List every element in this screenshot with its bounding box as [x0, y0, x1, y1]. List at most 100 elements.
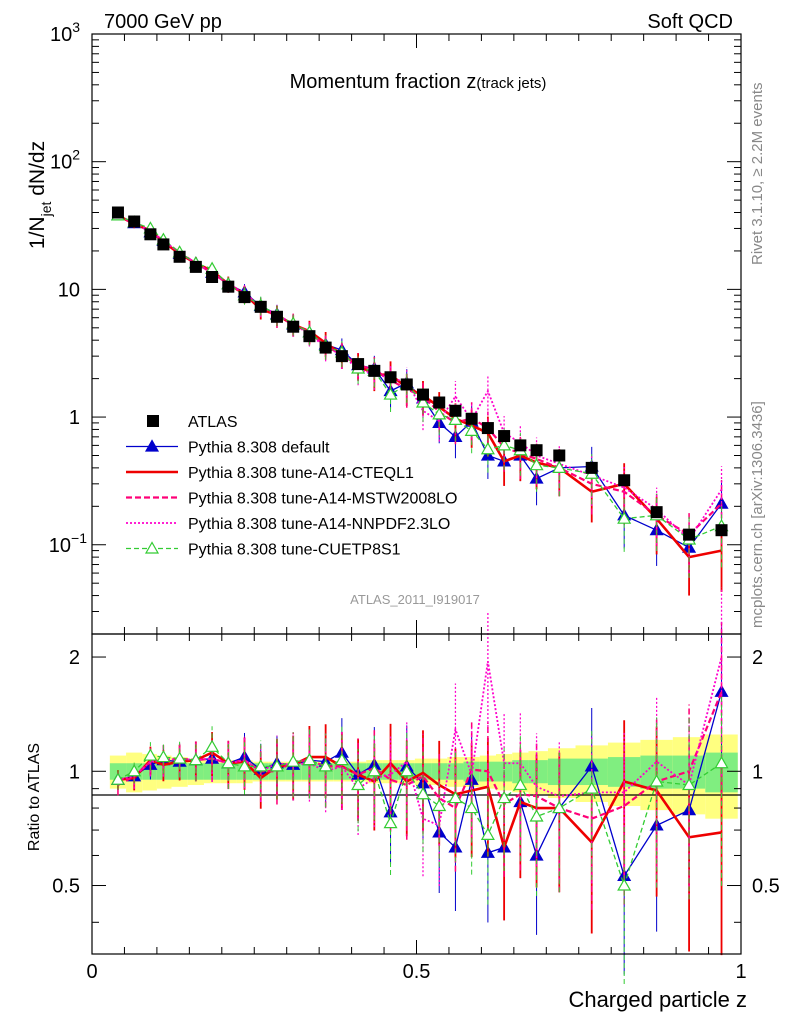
- legend-label: Pythia 8.308 tune-A14-CTEQL1: [188, 465, 414, 482]
- x-axis-label: Charged particle z: [568, 987, 747, 1012]
- legend-label: Pythia 8.308 tune-CUETP8S1: [188, 542, 401, 559]
- point-green-dash: [497, 790, 512, 804]
- point-atlas: [465, 412, 478, 425]
- point-green-dash: [714, 756, 729, 769]
- point-green-dash: [172, 751, 187, 764]
- point-green-dash: [415, 395, 431, 408]
- point-atlas: [416, 388, 429, 401]
- ratio-y-tick-label-right: 2: [752, 647, 763, 669]
- point-atlas: [514, 439, 527, 452]
- point-green-dash: [253, 759, 268, 772]
- ratio-ylabel: Ratio to ATLAS: [26, 743, 43, 851]
- point-atlas: [303, 330, 316, 343]
- point-green-dash: [649, 774, 664, 787]
- ratio-y-tick-label-left: 1: [69, 761, 80, 783]
- point-atlas: [384, 371, 397, 384]
- main-panel: Momentum fraction z(track jets) ATLAS Pyt…: [26, 19, 742, 635]
- point-green-dash: [448, 790, 463, 804]
- mcplots-label: mcplots.cern.ch [arXiv:1306.3436]: [749, 401, 766, 628]
- point-atlas: [715, 524, 728, 537]
- point-atlas: [368, 364, 381, 377]
- x-tick-label: 0: [86, 961, 97, 983]
- legend-label: Pythia 8.308 default: [188, 440, 330, 457]
- header-right: Soft QCD: [647, 11, 733, 33]
- ratio-y-tick-label-right: 0.5: [752, 876, 780, 898]
- point-green-dash: [529, 457, 544, 471]
- point-atlas: [433, 396, 446, 409]
- point-green-dash: [682, 777, 697, 791]
- point-atlas: [173, 250, 186, 263]
- point-green-dash: [302, 752, 317, 766]
- legend-marker-atlas: [147, 415, 159, 427]
- main-title-var: z: [466, 71, 476, 93]
- main-marks: [110, 206, 729, 596]
- point-green-dash: [464, 800, 479, 814]
- point-atlas: [449, 404, 462, 417]
- legend-marker-blue: [144, 439, 160, 452]
- legend-label: ATLAS: [188, 414, 238, 431]
- point-green-dash: [143, 748, 158, 761]
- series-line-magenta-dot: [117, 656, 723, 827]
- main-title-sub: (track jets): [476, 75, 546, 92]
- y-tick-label: 102: [50, 147, 80, 174]
- point-green-dash: [552, 800, 567, 814]
- point-atlas: [319, 341, 332, 354]
- main-title-text: Momentum fraction: [290, 71, 467, 93]
- band-inner: [547, 758, 576, 786]
- ratio-axes: 0.5 0.5 1 1 2 2 0 0.5 1: [52, 634, 780, 983]
- point-green-dash: [286, 754, 301, 767]
- ratio-marks: [110, 587, 729, 985]
- point-atlas: [238, 291, 251, 304]
- point-green-dash: [399, 764, 414, 777]
- main-ylabel-rest: dN/dz: [26, 141, 49, 202]
- main-title: Momentum fraction z(track jets): [290, 71, 547, 93]
- point-green-dash: [237, 759, 252, 772]
- point-green-dash: [110, 772, 125, 785]
- rivet-label: Rivet 3.1.10, ≥ 2.2M events: [749, 83, 766, 266]
- ratio-y-tick-label-right: 1: [752, 761, 763, 783]
- y-tick-label: 1: [69, 407, 80, 429]
- point-atlas: [144, 228, 157, 241]
- point-atlas: [618, 474, 631, 487]
- point-atlas: [206, 271, 219, 284]
- ratio-panel: 0.5 0.5 1 1 2 2 0 0.5 1 Ratio to ATLAS Charged p…: [26, 587, 780, 1012]
- point-atlas: [335, 350, 348, 363]
- ratio-y-tick-label-left: 0.5: [52, 876, 80, 898]
- y-tick-label: 103: [50, 19, 80, 46]
- point-atlas: [498, 430, 511, 443]
- point-green-dash: [205, 739, 220, 752]
- point-green-dash: [334, 752, 349, 766]
- series-line-magenta-dash: [117, 215, 723, 537]
- point-green-dash: [269, 759, 284, 772]
- y-tick-exponent: 3: [72, 19, 80, 35]
- point-green-dash: [383, 387, 398, 400]
- legend-label: Pythia 8.308 tune-A14-MSTW2008LO: [188, 491, 457, 508]
- band-inner: [528, 760, 548, 784]
- ratio-y-tick-label-left: 2: [69, 647, 80, 669]
- point-green-dash: [448, 412, 463, 426]
- point-green-dash: [318, 759, 333, 772]
- point-green-dash: [432, 407, 447, 420]
- y-tick-label: 10: [58, 279, 80, 301]
- main-ylabel-sub: jet: [38, 202, 54, 218]
- point-green-dash: [432, 798, 447, 812]
- point-green-dash: [188, 752, 203, 766]
- point-atlas: [287, 320, 300, 333]
- point-green-dash: [221, 756, 236, 769]
- point-green-dash: [617, 511, 632, 524]
- analysis-label: ATLAS_2011_I919017: [350, 592, 480, 607]
- point-green-dash: [584, 781, 599, 794]
- y-tick-exponent: −1: [71, 530, 87, 546]
- point-atlas: [530, 444, 543, 457]
- point-atlas: [222, 280, 235, 293]
- point-atlas: [270, 310, 283, 323]
- main-axes: 10−1 1 10 102 103: [49, 19, 742, 635]
- point-green-dash: [552, 460, 567, 473]
- point-atlas: [481, 422, 494, 435]
- point-green-dash: [156, 749, 171, 763]
- point-atlas: [111, 206, 124, 219]
- point-green-dash: [367, 764, 382, 777]
- point-green-dash: [415, 787, 431, 800]
- x-tick-label: 0.5: [403, 961, 431, 983]
